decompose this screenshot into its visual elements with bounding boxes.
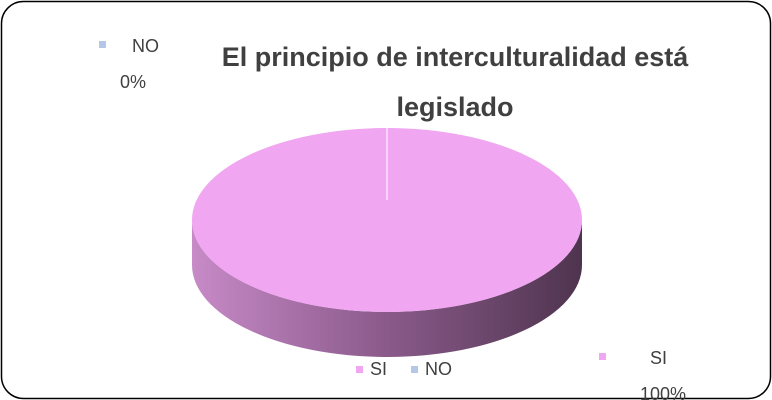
data-label-value: 100% <box>640 384 686 400</box>
data-label-category: NO <box>132 36 159 56</box>
label-marker <box>599 353 606 360</box>
pie-slice <box>192 128 582 312</box>
chart-title: El principio de interculturalidad está l… <box>221 42 689 122</box>
legend-marker <box>411 366 419 373</box>
legend-label: SI <box>370 359 387 379</box>
legend-label: NO <box>425 359 452 379</box>
label-marker <box>99 41 106 48</box>
labels: SI 100% NO 0% SI NO <box>99 36 686 400</box>
pie <box>192 128 582 357</box>
pie-side <box>192 220 582 357</box>
data-label-value: 0% <box>120 72 146 92</box>
data-label-category: SI <box>650 348 667 368</box>
legend-marker <box>356 366 363 373</box>
